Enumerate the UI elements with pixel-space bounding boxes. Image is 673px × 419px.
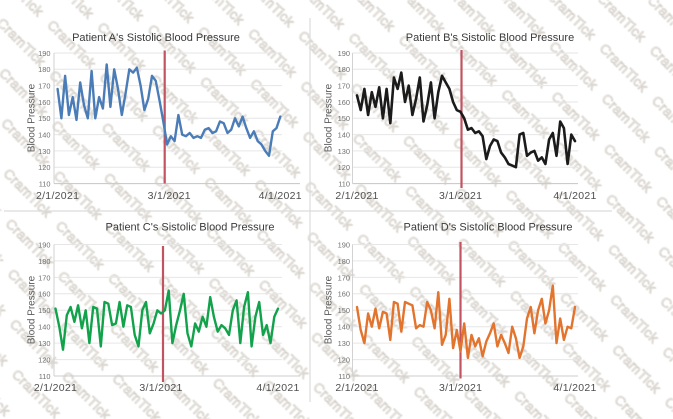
svg-text:130: 130 (38, 339, 50, 348)
svg-text:140: 140 (38, 131, 50, 140)
svg-text:Blood Pressure: Blood Pressure (323, 83, 334, 152)
svg-text:Blood Pressure: Blood Pressure (26, 275, 37, 344)
svg-text:180: 180 (38, 257, 50, 266)
svg-text:130: 130 (338, 339, 350, 348)
svg-text:110: 110 (338, 372, 350, 381)
svg-text:110: 110 (39, 372, 51, 381)
svg-text:2/1/2021: 2/1/2021 (335, 190, 378, 202)
svg-text:4/1/2021: 4/1/2021 (553, 382, 596, 394)
svg-text:180: 180 (338, 257, 350, 266)
svg-text:130: 130 (338, 147, 350, 156)
svg-text:160: 160 (338, 98, 350, 107)
svg-text:180: 180 (338, 65, 350, 74)
svg-text:2/1/2021: 2/1/2021 (36, 190, 79, 202)
svg-text:2/1/2021: 2/1/2021 (34, 382, 77, 394)
svg-text:150: 150 (338, 306, 350, 315)
svg-text:Patient A's Sistolic Blood Pre: Patient A's Sistolic Blood Pressure (72, 32, 240, 44)
svg-text:140: 140 (338, 323, 350, 332)
svg-text:130: 130 (38, 147, 50, 156)
svg-text:4/1/2021: 4/1/2021 (256, 382, 299, 394)
svg-text:190: 190 (338, 240, 350, 249)
svg-text:160: 160 (38, 98, 50, 107)
svg-text:Patient B's Sistolic Blood Pre: Patient B's Sistolic Blood Pressure (406, 32, 574, 44)
svg-text:140: 140 (38, 323, 50, 332)
svg-text:170: 170 (38, 273, 50, 282)
svg-text:190: 190 (38, 49, 50, 58)
svg-text:3/1/2021: 3/1/2021 (439, 190, 482, 202)
svg-text:3/1/2021: 3/1/2021 (439, 382, 482, 394)
svg-text:150: 150 (38, 114, 50, 123)
svg-text:120: 120 (338, 356, 350, 365)
svg-text:110: 110 (39, 180, 51, 189)
svg-text:140: 140 (338, 131, 350, 140)
svg-text:3/1/2021: 3/1/2021 (139, 382, 182, 394)
svg-text:160: 160 (338, 290, 350, 299)
svg-text:Patient C's Sistolic Blood Pre: Patient C's Sistolic Blood Pressure (105, 221, 274, 233)
svg-text:4/1/2021: 4/1/2021 (259, 190, 302, 202)
svg-text:Blood Pressure: Blood Pressure (323, 275, 334, 344)
svg-text:170: 170 (38, 82, 50, 91)
svg-text:150: 150 (338, 114, 350, 123)
svg-text:120: 120 (38, 356, 50, 365)
svg-text:170: 170 (338, 273, 350, 282)
svg-text:3/1/2021: 3/1/2021 (148, 190, 191, 202)
svg-text:110: 110 (338, 180, 350, 189)
svg-text:190: 190 (338, 49, 350, 58)
svg-text:170: 170 (338, 82, 350, 91)
svg-text:Blood Pressure: Blood Pressure (26, 83, 37, 152)
svg-text:4/1/2021: 4/1/2021 (553, 190, 596, 202)
svg-text:190: 190 (38, 240, 50, 249)
svg-text:150: 150 (38, 306, 50, 315)
svg-text:180: 180 (38, 65, 50, 74)
svg-text:120: 120 (38, 163, 50, 172)
svg-text:Patient D's Sistolic Blood Pre: Patient D's Sistolic Blood Pressure (403, 221, 572, 233)
svg-text:120: 120 (338, 163, 350, 172)
svg-text:160: 160 (38, 290, 50, 299)
svg-text:2/1/2021: 2/1/2021 (335, 382, 378, 394)
